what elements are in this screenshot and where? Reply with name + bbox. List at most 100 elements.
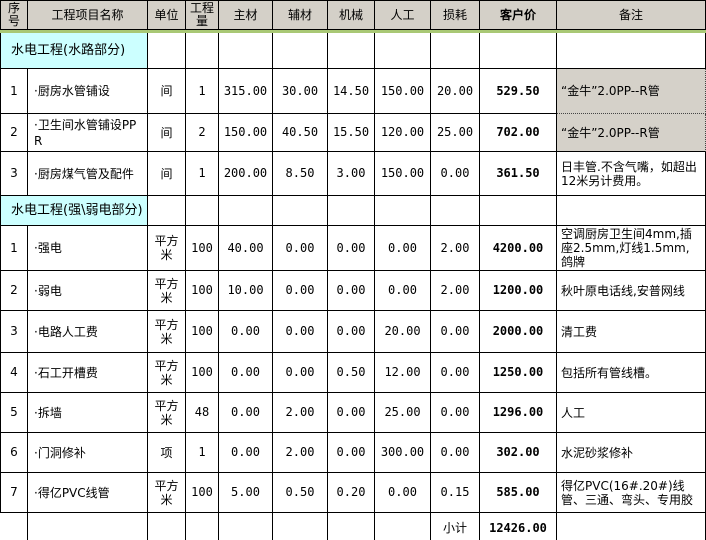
empty-cell	[273, 513, 328, 540]
cell-name: ·门洞修补	[28, 433, 148, 473]
cell-labor: 150.00	[375, 69, 431, 114]
cell-note: “金牛”2.0PP--R管	[557, 69, 706, 114]
cell-mach: 0.50	[328, 353, 375, 393]
cell-note: 清工费	[557, 311, 706, 353]
cell-name: ·厨房水管铺设	[28, 69, 148, 114]
empty-cell	[557, 196, 706, 226]
cell-no: 6	[0, 433, 28, 473]
cell-unit: 间	[148, 114, 186, 152]
table-row: 2 ·弱电 平方米 100 10.00 0.00 0.00 0.00 2.00 …	[0, 271, 706, 311]
empty-cell	[557, 33, 706, 69]
cell-loss: 0.00	[431, 152, 480, 196]
cell-note: 日丰管.不含气嘴，如超出12米另计费用。	[557, 152, 706, 196]
empty-cell	[328, 196, 375, 226]
col-header-aux-material: 辅材	[273, 1, 328, 30]
cell-name: ·石工开槽费	[28, 353, 148, 393]
cell-mach: 0.00	[328, 433, 375, 473]
section-title: 水电工程(水路部分)	[0, 33, 148, 69]
col-header-remark: 备注	[557, 1, 706, 30]
cell-price: 2000.00	[480, 311, 557, 353]
empty-cell	[186, 33, 219, 69]
cell-unit: 项	[148, 433, 186, 473]
col-header-machinery: 机械	[328, 1, 375, 30]
cell-mach: 0.00	[328, 271, 375, 311]
cell-labor: 300.00	[375, 433, 431, 473]
cell-main: 10.00	[219, 271, 273, 311]
cell-mach: 0.00	[328, 226, 375, 271]
cell-unit: 间	[148, 69, 186, 114]
cell-main: 315.00	[219, 69, 273, 114]
empty-cell	[431, 33, 480, 69]
cell-price: 1250.00	[480, 353, 557, 393]
cell-qty: 1	[186, 152, 219, 196]
table-row: 1 ·强电 平方米 100 40.00 0.00 0.00 0.00 2.00 …	[0, 226, 706, 271]
table-row: 5 ·拆墙 平方米 48 0.00 2.00 0.00 25.00 0.00 1…	[0, 393, 706, 433]
cell-note: 空调厨房卫生间4mm,插座2.5mm,灯线1.5mm,鸽牌	[557, 226, 706, 271]
empty-cell	[273, 33, 328, 69]
section-header-row: 水电工程(水路部分)	[0, 33, 706, 69]
empty-cell	[328, 513, 375, 540]
cell-aux: 8.50	[273, 152, 328, 196]
cell-labor: 150.00	[375, 152, 431, 196]
header-row: 序号 工程项目名称 单位 工程量 主材 辅材 机械 人工 损耗 客户价 备注	[0, 1, 706, 30]
cell-loss: 0.15	[431, 473, 480, 513]
cell-main: 200.00	[219, 152, 273, 196]
cell-no: 7	[0, 473, 28, 513]
table-row: 6 ·门洞修补 项 1 0.00 2.00 0.00 300.00 0.00 3…	[0, 433, 706, 473]
cell-unit: 平方米	[148, 311, 186, 353]
empty-cell	[219, 196, 273, 226]
empty-cell	[186, 196, 219, 226]
table-row: 2 ·卫生间水管铺设PPR 间 2 150.00 40.50 15.50 120…	[0, 114, 706, 152]
cell-main: 0.00	[219, 393, 273, 433]
empty-cell	[431, 196, 480, 226]
cell-qty: 1	[186, 433, 219, 473]
cell-unit: 平方米	[148, 226, 186, 271]
cell-no: 2	[0, 114, 28, 152]
empty-cell	[148, 513, 186, 540]
cell-labor: 120.00	[375, 114, 431, 152]
col-header-main-material: 主材	[219, 1, 273, 30]
cell-price: 302.00	[480, 433, 557, 473]
cell-aux: 0.00	[273, 226, 328, 271]
col-header-loss: 损耗	[431, 1, 480, 30]
empty-cell	[0, 513, 28, 540]
empty-cell	[273, 196, 328, 226]
cell-loss: 0.00	[431, 433, 480, 473]
cell-price: 1200.00	[480, 271, 557, 311]
col-header-labor: 人工	[375, 1, 431, 30]
cell-note: 水泥砂浆修补	[557, 433, 706, 473]
cell-unit: 平方米	[148, 271, 186, 311]
cell-no: 1	[0, 226, 28, 271]
cell-no: 5	[0, 393, 28, 433]
cell-qty: 2	[186, 114, 219, 152]
cell-name: ·电路人工费	[28, 311, 148, 353]
cell-mach: 0.20	[328, 473, 375, 513]
freeze-pane-line	[0, 30, 706, 33]
subtotal-value: 12426.00	[480, 513, 557, 540]
empty-cell	[219, 33, 273, 69]
cell-no: 4	[0, 353, 28, 393]
col-header-unit: 单位	[148, 1, 186, 30]
empty-cell	[28, 513, 148, 540]
cell-main: 5.00	[219, 473, 273, 513]
cell-price: 1296.00	[480, 393, 557, 433]
cell-qty: 100	[186, 226, 219, 271]
cell-qty: 100	[186, 353, 219, 393]
cell-mach: 0.00	[328, 393, 375, 433]
empty-cell	[219, 513, 273, 540]
empty-cell	[557, 513, 706, 540]
cell-name: ·得亿PVC线管	[28, 473, 148, 513]
table-row: 3 ·电路人工费 平方米 100 0.00 0.00 0.00 20.00 0.…	[0, 311, 706, 353]
cell-main: 0.00	[219, 433, 273, 473]
cell-name: ·强电	[28, 226, 148, 271]
empty-cell	[328, 33, 375, 69]
empty-cell	[186, 513, 219, 540]
cell-loss: 0.00	[431, 311, 480, 353]
cell-main: 0.00	[219, 311, 273, 353]
cell-labor: 0.00	[375, 473, 431, 513]
cell-name: ·卫生间水管铺设PPR	[28, 114, 148, 152]
cell-main: 150.00	[219, 114, 273, 152]
cell-qty: 100	[186, 473, 219, 513]
cell-qty: 1	[186, 69, 219, 114]
